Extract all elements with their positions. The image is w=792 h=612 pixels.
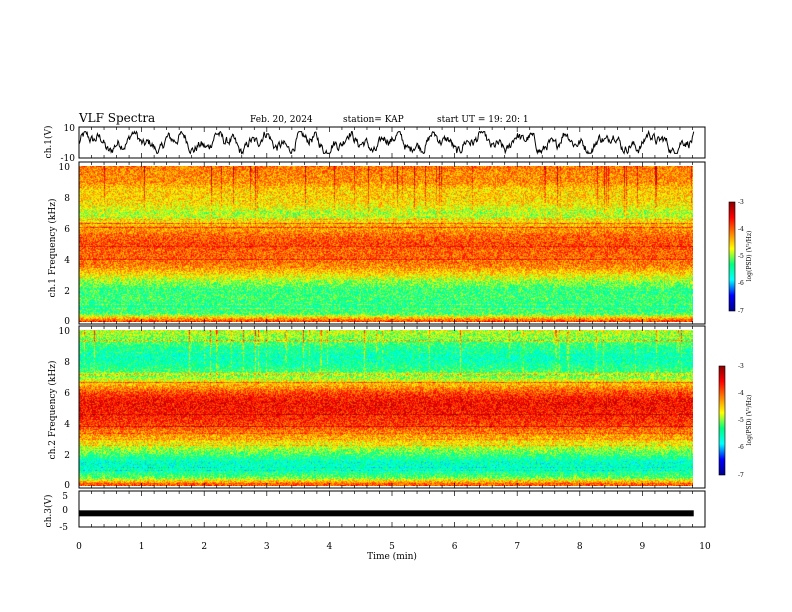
ch2-freq-tick-10: 10 xyxy=(59,327,71,337)
ch3-ytick-0: 0 xyxy=(62,506,68,516)
ch2-cb-tick-m4: -4 xyxy=(738,390,744,397)
time-tick-label: 8 xyxy=(577,542,583,552)
ch1-spectrogram-ticks xyxy=(78,162,706,324)
time-axis-tick-labels: 0 1 2 3 4 5 6 7 8 9 10 xyxy=(76,542,711,552)
ch1-waveform-panel: 10 -10 ch.1(V) xyxy=(43,124,706,164)
ch2-freq-tick-6: 6 xyxy=(64,389,70,399)
ch1-cb-tick-m7: -7 xyxy=(738,308,744,315)
ch2-colorbar-label: log(PSD) (V²/Hz) xyxy=(746,395,753,446)
ch1-waveform-ticks xyxy=(78,127,706,158)
time-tick-label: 5 xyxy=(389,542,395,552)
ch1-colorbar-label: log(PSD) (V²/Hz) xyxy=(746,231,753,282)
ch3-signal-band xyxy=(79,510,694,517)
ch1-cb-tick-m4: -4 xyxy=(738,226,744,233)
time-tick-label: 6 xyxy=(452,542,458,552)
ch1-spectrogram-image xyxy=(79,166,693,322)
figure-title: VLF Spectra xyxy=(78,111,155,125)
ch3-frame xyxy=(78,490,706,528)
ch1-ytick-bottom: -10 xyxy=(61,154,76,164)
time-tick-label: 0 xyxy=(76,542,82,552)
ch1-cb-tick-m6: -6 xyxy=(738,280,744,287)
ch2-spectrogram-image xyxy=(79,330,693,486)
ch2-spectrogram-panel: 0 2 4 6 8 10 ch.2 Frequency (kHz) -3 -4 … xyxy=(47,325,753,491)
ch1-freq-tick-8: 8 xyxy=(64,194,70,204)
ch3-ylabel: ch.3(V) xyxy=(43,495,54,528)
ch2-cb-tick-m7: -7 xyxy=(738,472,744,479)
ch3-panel: 5 0 -5 ch.3(V) xyxy=(43,490,706,533)
ch2-spectrogram-ticks xyxy=(78,326,706,488)
start-time-label: start UT = 19: 20: 1 xyxy=(437,115,529,125)
ch1-freq-tick-2: 2 xyxy=(64,287,70,297)
time-tick-label: 1 xyxy=(139,542,145,552)
ch2-freq-tick-2: 2 xyxy=(64,451,70,461)
ch2-freq-ylabel-text: ch.2 Frequency (kHz) xyxy=(47,361,58,460)
ch1-waveform-trace xyxy=(78,129,695,155)
time-tick-label: 9 xyxy=(640,542,646,552)
ch2-freq-tick-4: 4 xyxy=(64,420,70,430)
ch1-freq-ylabel: ch.1 Frequency (kHz) xyxy=(47,199,58,298)
ch2-cb-tick-m3: -3 xyxy=(738,363,744,370)
date-label: Feb. 20, 2024 xyxy=(250,115,313,125)
ch1-freq-tick-6: 6 xyxy=(64,225,70,235)
ch2-freq-tick-0: 0 xyxy=(64,481,70,491)
ch2-cb-tick-m5: -5 xyxy=(738,417,744,424)
ch2-cb-tick-m6: -6 xyxy=(738,444,744,451)
ch3-ticks xyxy=(78,491,706,527)
ch1-ylabel: ch.1(V) xyxy=(43,126,54,159)
time-tick-label: 4 xyxy=(327,542,333,552)
ch1-freq-ylabel-text: ch.1 Frequency (kHz) xyxy=(47,199,58,298)
time-axis-label: Time (min) xyxy=(367,551,417,562)
station-label: station= KAP xyxy=(343,115,404,125)
ch1-ytick-top: 10 xyxy=(64,124,76,134)
ch1-colorbar xyxy=(728,201,736,312)
ch1-freq-tick-10: 10 xyxy=(59,163,71,173)
time-tick-label: 3 xyxy=(264,542,270,552)
ch2-freq-ylabel: ch.2 Frequency (kHz) xyxy=(47,361,58,460)
ch2-colorbar xyxy=(718,365,726,476)
ch2-freq-tick-8: 8 xyxy=(64,358,70,368)
ch1-freq-tick-4: 4 xyxy=(64,256,70,266)
time-tick-label: 10 xyxy=(699,542,711,552)
time-tick-label: 7 xyxy=(514,542,520,552)
ch1-cb-tick-m3: -3 xyxy=(738,199,744,206)
ch1-spectrogram-panel: 0 2 4 6 8 10 ch.1 Frequency (kHz) -3 -4 … xyxy=(47,161,753,327)
ch1-freq-tick-0: 0 xyxy=(64,317,70,327)
ch3-ytick-5: 5 xyxy=(62,492,68,502)
ch1-cb-tick-m5: -5 xyxy=(738,253,744,260)
ch3-ytick-m5: -5 xyxy=(59,523,68,533)
time-tick-label: 2 xyxy=(201,542,207,552)
